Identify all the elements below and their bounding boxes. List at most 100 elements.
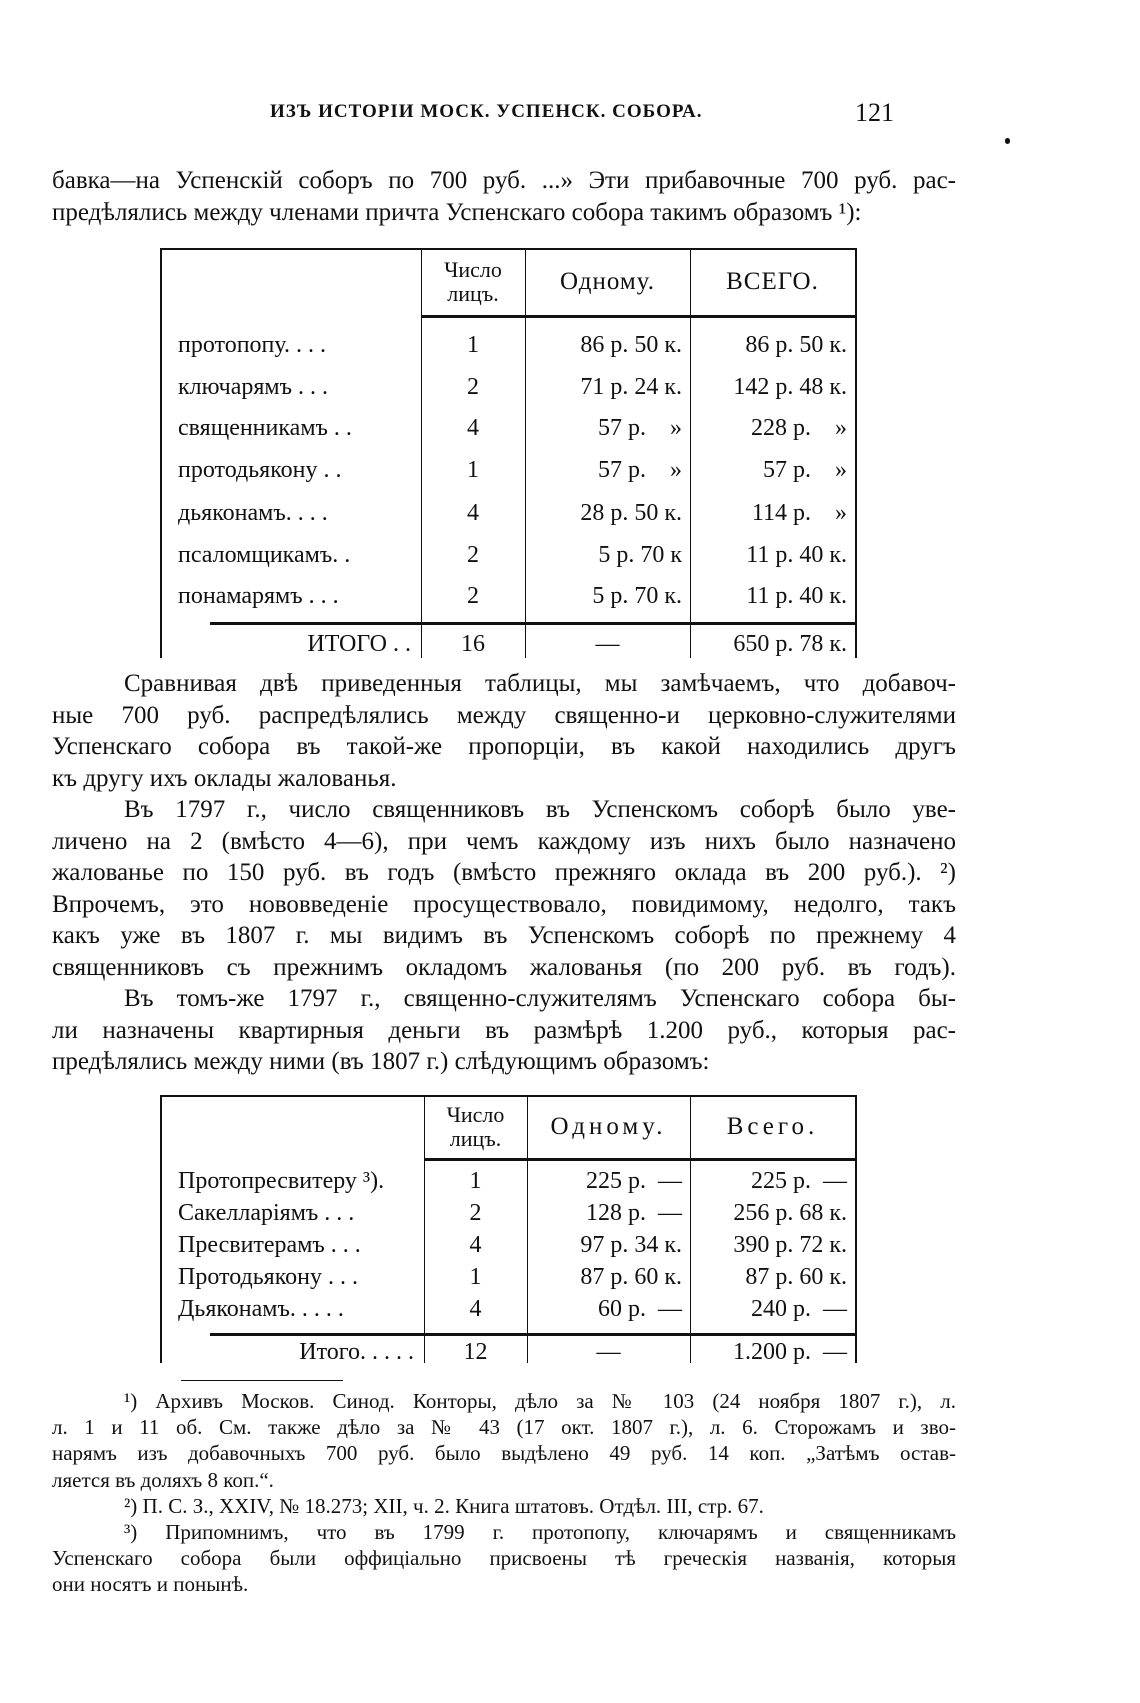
- column-divider: [690, 248, 691, 658]
- column-header: Одному.: [560, 267, 655, 295]
- total-rule: [210, 1333, 855, 1336]
- text-line: Успенскаго собора въ такой-же пропорціи,…: [52, 733, 956, 760]
- row-total: 228 р. »: [751, 415, 847, 441]
- total-count: 12: [463, 1339, 488, 1365]
- row-count: 1: [469, 1168, 482, 1194]
- row-each: 86 р. 50 к.: [580, 332, 682, 358]
- footnote-line: ляется въ доляхъ 8 коп.“.: [52, 1467, 274, 1492]
- footnote-line: нарямъ изъ добавочныхъ 700 руб. было выд…: [52, 1441, 956, 1466]
- text-line: ные 700 руб. распредѣлялись между священ…: [52, 701, 956, 729]
- total-sum: 1.200 р. —: [733, 1339, 847, 1365]
- row-each: 60 р. —: [598, 1296, 682, 1322]
- running-title: ИЗЪ ИСТОРІИ МОСК. УСПЕНСК. СОБОРА.: [270, 101, 703, 122]
- row-total: 11 р. 40 к.: [746, 542, 847, 568]
- row-count: 2: [469, 1200, 482, 1226]
- row-label: понамарямъ . . .: [178, 583, 339, 609]
- ink-spot: [1005, 138, 1010, 144]
- table-top-rule: [160, 248, 855, 250]
- row-total: 57 р. »: [763, 457, 847, 483]
- total-each: —: [596, 1339, 621, 1365]
- row-each: 28 р. 50 к.: [580, 500, 682, 526]
- row-count: 2: [467, 583, 479, 609]
- table-border-left: [160, 1095, 162, 1363]
- row-each: 5 р. 70 к.: [592, 583, 682, 609]
- row-total: 225 р. —: [751, 1168, 847, 1194]
- row-total: 256 р. 68 к.: [733, 1200, 847, 1226]
- row-label: священникамъ . .: [178, 415, 352, 441]
- row-total: 87 р. 60 к.: [745, 1264, 847, 1290]
- text-line: предѣлялись между членами причта Успенск…: [52, 199, 862, 226]
- text-line: Сравнивая двѣ приведенныя таблицы, мы за…: [124, 670, 956, 697]
- total-each: —: [595, 631, 620, 657]
- total-label: Итого. . . . .: [299, 1339, 414, 1365]
- column-divider: [424, 1095, 425, 1363]
- row-total: 142 р. 48 к.: [733, 374, 847, 400]
- text-line: ли назначены квартирныя деньги въ размѣр…: [52, 1016, 956, 1044]
- row-label: протодьякону . .: [178, 457, 342, 483]
- column-header: Одному.: [550, 1112, 667, 1140]
- row-count: 1: [469, 1264, 482, 1290]
- text-line: предѣлялись между ними (въ 1807 г.) слѣд…: [52, 1048, 710, 1075]
- column-divider: [421, 248, 422, 658]
- row-each: 57 р. »: [598, 457, 682, 483]
- row-count: 2: [467, 542, 479, 568]
- row-label: Сакелларіямъ . . .: [178, 1200, 355, 1226]
- row-total: 390 р. 72 к.: [733, 1232, 847, 1258]
- column-header: ВСЕГО.: [726, 267, 819, 295]
- row-count: 1: [467, 332, 479, 358]
- total-sum: 650 р. 78 к.: [733, 631, 847, 657]
- footnote-line: они носятъ и понынѣ.: [52, 1572, 249, 1597]
- row-each: 87 р. 60 к.: [580, 1264, 682, 1290]
- row-label: Пресвитерамъ . . .: [178, 1232, 361, 1258]
- row-label: протопопу. . . .: [178, 332, 326, 358]
- row-total: 114 р. »: [751, 500, 847, 526]
- column-divider: [527, 1095, 528, 1363]
- row-count: 4: [469, 1232, 482, 1258]
- row-each: 5 р. 70 к: [598, 542, 682, 568]
- total-label: ИТОГО . .: [307, 631, 411, 657]
- table-top-rule: [160, 1095, 855, 1097]
- column-divider: [525, 248, 526, 658]
- column-header: Число лицъ.: [446, 1101, 505, 1151]
- row-total: 11 р. 40 к.: [746, 583, 847, 609]
- row-label: Протодьякону . . .: [178, 1264, 358, 1290]
- total-rule: [210, 622, 855, 625]
- row-count: 4: [467, 500, 479, 526]
- text-line: къ другу ихъ оклады жалованья.: [52, 764, 397, 792]
- row-label: Дьяконамъ. . . . .: [178, 1296, 344, 1322]
- row-each: 128 р. —: [586, 1200, 682, 1226]
- text-line: Въ 1797 г., число священниковъ въ Успенс…: [124, 796, 956, 823]
- total-count: 16: [461, 631, 485, 657]
- header-rule: [424, 1158, 855, 1161]
- row-count: 1: [467, 457, 479, 483]
- column-header: Всего.: [726, 1112, 819, 1140]
- text-line: личено на 2 (вмѣсто 4—6), при чемъ каждо…: [52, 827, 956, 855]
- table-border-left: [160, 248, 162, 658]
- text-line: какъ уже въ 1807 г. мы видимъ въ Успенск…: [52, 922, 956, 949]
- text-line: жалованье по 150 руб. въ годъ (вмѣсто пр…: [52, 859, 956, 886]
- row-label: Протопресвитеру ³).: [178, 1168, 385, 1194]
- footnote-line: ³) Припомнимъ, что въ 1799 г. протопопу,…: [124, 1520, 956, 1544]
- page-number: 121: [855, 98, 894, 127]
- footnote-line: ²) П. С. З., XXIV, № 18.273; XII, ч. 2. …: [124, 1493, 764, 1518]
- row-each: 97 р. 34 к.: [580, 1232, 682, 1258]
- row-count: 4: [467, 415, 479, 441]
- row-each: 225 р. —: [586, 1168, 682, 1194]
- text-line: Впрочемъ, это нововведеніе просуществова…: [52, 890, 956, 918]
- row-count: 4: [469, 1296, 482, 1322]
- footnote-line: Успенскаго собора были оффиціально присв…: [52, 1546, 956, 1571]
- row-label: дьяконамъ. . . .: [178, 500, 328, 526]
- footnote-line: ¹) Архивъ Москов. Синод. Конторы, дѣло з…: [124, 1389, 956, 1413]
- column-header: Число лицъ.: [444, 256, 502, 306]
- row-label: псаломщикамъ. .: [178, 542, 351, 568]
- row-total: 86 р. 50 к.: [745, 332, 847, 358]
- footnote-rule: [181, 1380, 343, 1381]
- row-label: ключарямъ . . .: [178, 374, 329, 400]
- row-each: 57 р. »: [598, 415, 682, 441]
- column-divider: [690, 1095, 691, 1363]
- table-border-right: [855, 248, 857, 658]
- row-count: 2: [467, 374, 479, 400]
- row-total: 240 р. —: [751, 1296, 847, 1322]
- header-rule: [421, 315, 855, 318]
